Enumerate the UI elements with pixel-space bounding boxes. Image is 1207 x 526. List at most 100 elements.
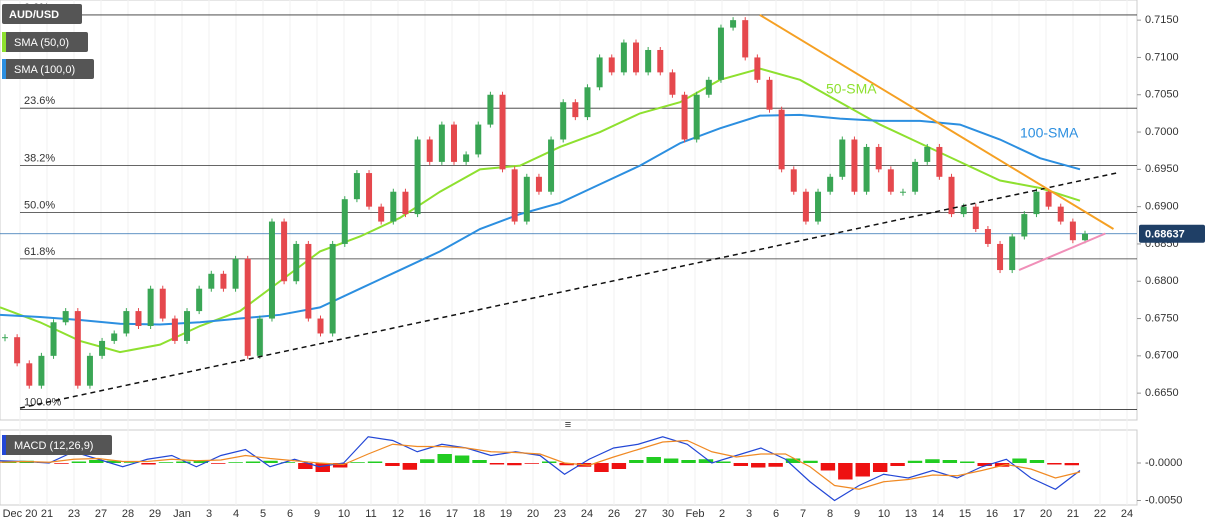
candle xyxy=(924,146,931,162)
candle xyxy=(839,139,846,177)
legend-entry: SMA (100,0) xyxy=(14,64,75,76)
candle xyxy=(341,199,348,244)
macd-bar xyxy=(1012,458,1027,463)
macd-bar xyxy=(663,458,679,463)
x-tick-label: 15 xyxy=(959,508,971,520)
fib-label: 50.0% xyxy=(24,200,55,212)
y-tick-label: 0.6650 xyxy=(1145,387,1179,399)
macd-bar xyxy=(768,463,783,467)
x-tick-label: 23 xyxy=(68,508,80,520)
candle xyxy=(863,146,870,192)
candle xyxy=(268,221,275,319)
macd-bar xyxy=(54,463,69,464)
macd-bar xyxy=(489,463,505,465)
candle xyxy=(875,146,882,170)
legend-swatch xyxy=(2,59,6,79)
macd-bar xyxy=(298,463,313,469)
legend: AUD/USD SMA (50,0) SMA (100,0) MACD (12,… xyxy=(2,4,112,455)
annotation: 50-SMA xyxy=(826,81,877,97)
candle xyxy=(281,221,288,282)
candle xyxy=(232,258,239,289)
candle xyxy=(693,94,700,140)
macd-bar xyxy=(611,463,627,469)
last-price-label: 0.68637 xyxy=(1145,229,1185,241)
x-tick-label: 17 xyxy=(446,508,458,520)
candle xyxy=(645,49,652,73)
macd-bar xyxy=(1029,460,1045,463)
x-tick-label: 9 xyxy=(854,508,860,520)
macd-title: MACD (12,26,9) xyxy=(14,440,93,452)
macd-bar xyxy=(524,463,539,464)
macd-bar xyxy=(942,460,958,463)
splitter: ≡ xyxy=(565,419,571,431)
x-tick-label: 2 xyxy=(719,508,725,520)
candle xyxy=(1069,221,1076,241)
candle xyxy=(402,191,409,215)
candle xyxy=(475,124,482,155)
macd-bar xyxy=(437,454,452,463)
sma-line xyxy=(0,67,1081,354)
candle xyxy=(511,169,518,222)
candle xyxy=(390,191,397,222)
y-tick-label: 0.6750 xyxy=(1145,312,1179,324)
candle xyxy=(1009,236,1016,271)
fib-label: 23.6% xyxy=(24,95,55,107)
macd-bar xyxy=(977,463,992,466)
signal-line xyxy=(0,439,1081,490)
x-tick-label: 23 xyxy=(554,508,566,520)
legend-swatch xyxy=(2,32,6,52)
y-tick-label: 0.6800 xyxy=(1145,275,1179,287)
macd-bar xyxy=(872,463,888,472)
candle xyxy=(1021,214,1028,237)
candle xyxy=(1033,191,1040,215)
candle xyxy=(936,146,943,177)
macd-bar xyxy=(454,455,470,463)
macd-bar xyxy=(245,461,261,463)
macd-bar xyxy=(629,460,644,463)
candle xyxy=(171,318,178,341)
candle xyxy=(159,288,166,319)
fib-label: 61.8% xyxy=(24,246,55,258)
macd-bar xyxy=(646,457,661,463)
legend-swatch xyxy=(2,435,6,455)
macd-bar xyxy=(420,459,435,463)
macd-bar xyxy=(838,463,853,480)
candle xyxy=(293,243,300,282)
x-tick-label: 14 xyxy=(932,508,944,520)
candle xyxy=(523,176,530,222)
macd-bar xyxy=(280,462,296,463)
macd-bar xyxy=(681,460,696,463)
macd-bar xyxy=(594,463,609,472)
x-tick-label: 18 xyxy=(473,508,485,520)
macd-bar xyxy=(402,463,418,470)
candle xyxy=(1045,191,1052,207)
macd-bar xyxy=(71,461,87,463)
x-tick-label: 12 xyxy=(392,508,404,520)
candle xyxy=(730,20,737,28)
candle xyxy=(560,102,567,140)
x-tick-label: 19 xyxy=(500,508,512,520)
candle xyxy=(208,273,215,289)
candle xyxy=(997,243,1004,271)
candle xyxy=(608,57,615,73)
macd-bar xyxy=(751,463,766,468)
macd-bar xyxy=(785,458,801,463)
x-tick-label: 22 xyxy=(1094,508,1106,520)
macd-bar xyxy=(803,460,818,463)
candle xyxy=(26,363,33,386)
x-tick-label: 26 xyxy=(608,508,620,520)
y-tick-label: 0.7000 xyxy=(1145,126,1179,138)
y-tick-label: 0.7150 xyxy=(1145,14,1179,26)
candle xyxy=(14,337,21,364)
x-tick-label: 11 xyxy=(365,508,376,520)
trendline xyxy=(19,172,1117,409)
macd-bar xyxy=(141,463,156,465)
candle xyxy=(450,124,457,162)
annotation: 100-SMA xyxy=(1020,125,1079,141)
legend-box xyxy=(2,32,88,52)
candle xyxy=(851,139,858,192)
last-price-tag xyxy=(1139,224,1205,243)
candle xyxy=(669,72,676,95)
x-tick-label: Feb xyxy=(686,508,705,520)
candle xyxy=(766,79,773,110)
